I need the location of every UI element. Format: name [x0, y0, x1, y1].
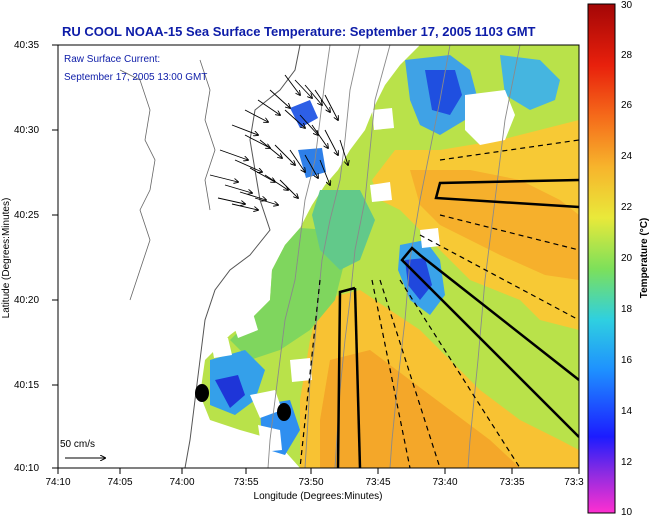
surface-current-vectors [209, 74, 348, 210]
x-tick-label: 74:05 [107, 477, 132, 488]
scale-label: 50 cm/s [60, 439, 95, 450]
y-tick-label: 40:25 [14, 210, 39, 221]
x-tick-label: 73:45 [365, 477, 390, 488]
x-tick-label: 73:40 [432, 477, 457, 488]
x-axis: 74:10 74:05 74:00 73:55 73:50 73:45 73:4… [45, 468, 584, 488]
y-axis: 40:35 40:30 40:25 40:20 40:15 40:10 [14, 40, 58, 474]
x-axis-label: Longitude (Degrees:Minutes) [254, 491, 383, 502]
x-tick-label: 74:10 [45, 477, 70, 488]
y-tick-label: 40:30 [14, 125, 39, 136]
station-marker [195, 384, 209, 402]
colorbar-tick-label: 26 [621, 100, 633, 111]
colorbar-tick-label: 14 [621, 406, 633, 417]
x-tick-label: 73:55 [233, 477, 258, 488]
zone-outlines [299, 139, 579, 468]
station-marker [277, 403, 291, 421]
sst-field [170, 45, 579, 468]
x-tick-label: 74:00 [169, 477, 194, 488]
colorbar-tick-label: 22 [621, 202, 633, 213]
y-tick-label: 40:10 [14, 463, 39, 474]
colorbar-tick-label: 28 [621, 50, 633, 61]
y-tick-label: 40:15 [14, 380, 39, 391]
y-tick-label: 40:35 [14, 40, 39, 51]
bathymetry-contours [267, 45, 521, 468]
colorbar-tick-label: 12 [621, 457, 633, 468]
plot-area: Raw Surface Current: September 17, 2005 … [58, 45, 579, 468]
map-title: RU COOL NOAA-15 Sea Surface Temperature:… [62, 24, 536, 39]
y-tick-label: 40:20 [14, 295, 39, 306]
legend-line-2: September 17, 2005 13:00 GMT [64, 72, 207, 83]
colorbar-tick-label: 30 [621, 0, 633, 11]
legend-line-1: Raw Surface Current: [64, 54, 160, 65]
land-mass [58, 45, 301, 468]
colorbar-label: Temperature (°C) [639, 218, 650, 299]
x-tick-label: 73:3 [564, 477, 584, 488]
x-tick-label: 73:50 [298, 477, 323, 488]
colorbar-tick-label: 16 [621, 355, 633, 366]
colorbar-tick-label: 20 [621, 253, 633, 264]
colorbar: 30 28 26 24 22 20 18 16 14 12 10 Tempera… [587, 0, 650, 518]
y-axis-label: Latitude (Degrees:Minutes) [1, 198, 12, 319]
x-tick-label: 73:35 [499, 477, 524, 488]
colorbar-tick-label: 18 [621, 304, 633, 315]
plot-frame [57, 44, 580, 469]
colorbar-tick-label: 10 [621, 507, 633, 518]
colorbar-tick-label: 24 [621, 151, 633, 162]
